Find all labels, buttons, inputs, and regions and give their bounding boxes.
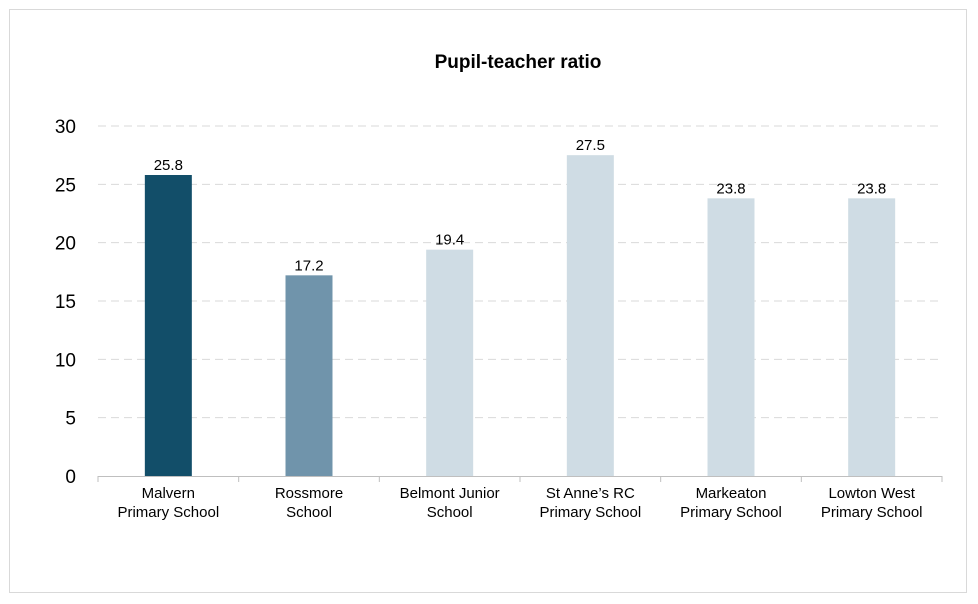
bar	[566, 155, 614, 476]
bar	[848, 198, 896, 477]
x-tick-label-line: School	[286, 504, 332, 521]
data-label: 27.5	[576, 137, 605, 154]
y-tick-label: 0	[65, 467, 76, 488]
y-tick-label: 30	[55, 117, 76, 138]
x-tick-label: Malvern Primary School	[117, 485, 219, 521]
y-axis-ticks: 0 5 10 15 20 25 30	[55, 117, 76, 488]
data-label: 23.8	[857, 180, 886, 197]
bar	[707, 198, 755, 477]
y-tick-label: 25	[55, 175, 76, 196]
gridlines	[98, 125, 942, 419]
data-label: 19.4	[435, 232, 464, 249]
x-tick-label: Markeaton Primary School	[680, 485, 782, 521]
data-label: 25.8	[154, 157, 183, 174]
x-tick-label-line: Primary School	[821, 504, 923, 521]
x-tick-label: Rossmore School	[275, 485, 343, 521]
x-tick-label-line: St Anne’s RC	[546, 485, 635, 502]
x-tick-label-line: Markeaton	[696, 485, 767, 502]
x-tick-label: Lowton West Primary School	[821, 485, 923, 521]
y-tick-label: 5	[65, 409, 76, 430]
x-tick-label-line: Belmont Junior	[400, 485, 500, 502]
data-label: 23.8	[716, 180, 745, 197]
bars	[144, 155, 896, 477]
x-tick-label-line: Rossmore	[275, 485, 343, 502]
x-tick-label-line: Primary School	[117, 504, 219, 521]
y-tick-label: 20	[55, 234, 76, 255]
x-tick-label-line: Primary School	[680, 504, 782, 521]
x-tick-label: Belmont Junior School	[400, 485, 500, 521]
data-labels: 25.8 17.2 19.4 27.5 23.8 23.8	[154, 137, 887, 274]
y-tick-label: 10	[55, 350, 76, 371]
bar	[285, 275, 333, 476]
x-tick-label-line: Primary School	[539, 504, 641, 521]
y-tick-label: 15	[55, 292, 76, 313]
x-axis	[97, 476, 943, 482]
bar	[144, 175, 192, 476]
x-tick-label-line: Malvern	[142, 485, 195, 502]
x-tick-label-line: School	[427, 504, 473, 521]
x-tick-label: St Anne’s RC Primary School	[539, 485, 641, 521]
x-tick-label-line: Lowton West	[828, 485, 915, 502]
bar	[426, 249, 474, 476]
data-label: 17.2	[294, 257, 323, 274]
chart-title: Pupil-teacher ratio	[435, 52, 602, 73]
